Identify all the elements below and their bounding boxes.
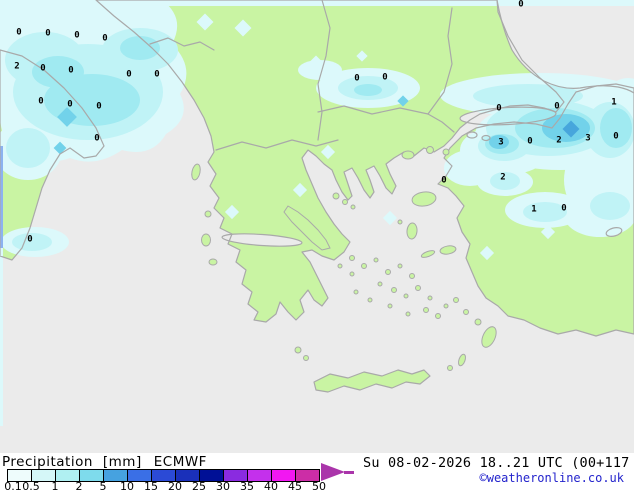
legend-title: Precipitation [mm] ECMWF	[2, 454, 207, 470]
colorbar-segment	[8, 470, 32, 481]
colorbar-segment	[32, 470, 56, 481]
colorbar-scale-labels: 0.1 0.5 1 2 5 10 15 20 25 30 35 40 45 50	[0, 480, 360, 490]
colorbar-segment	[80, 470, 104, 481]
colorbar-tick-label: 15	[144, 480, 158, 490]
precip-edge-strip	[0, 146, 3, 248]
colorbar-segment	[296, 470, 319, 481]
colorbar-tick-label: 10	[120, 480, 134, 490]
credit-text: ©weatheronline.co.uk	[479, 471, 625, 485]
legend-strip: Precipitation [mm] ECMWF 0.1 0.5 1 2 5 10 15 20 25…	[0, 453, 634, 490]
colorbar-segment	[104, 470, 128, 481]
colorbar	[7, 469, 320, 482]
colorbar-tick-label: 5	[99, 480, 107, 490]
colorbar-tick-label: 0.5	[22, 480, 40, 490]
colorbar-tick-label: 40	[264, 480, 278, 490]
colorbar-tick-label: 2	[75, 480, 83, 490]
colorbar-segment	[200, 470, 224, 481]
colorbar-tick-label: 35	[240, 480, 254, 490]
colorbar-arrow	[321, 463, 345, 481]
colorbar-segment	[176, 470, 200, 481]
map-canvas	[0, 0, 634, 453]
product-label: Precipitation	[2, 454, 93, 470]
colorbar-tick-label: 45	[288, 480, 302, 490]
colorbar-segment	[248, 470, 272, 481]
colorbar-tick-label: 30	[216, 480, 230, 490]
colorbar-tick-label: 0.1	[4, 480, 22, 490]
precip-layer-5	[562, 120, 580, 138]
colorbar-segment	[128, 470, 152, 481]
forecast-timestamp: Su 08-02-2026 18..21 UTC (00+117	[363, 455, 630, 471]
colorbar-segment	[224, 470, 248, 481]
colorbar-segment	[272, 470, 296, 481]
colorbar-segment	[56, 470, 80, 481]
colorbar-tick-label: 25	[192, 480, 206, 490]
model-label: ECMWF	[153, 454, 207, 470]
colorbar-tick-label: 1	[51, 480, 59, 490]
islands	[191, 146, 497, 371]
unit-label: [mm]	[102, 454, 142, 470]
colorbar-tick-label: 20	[168, 480, 182, 490]
colorbar-segment	[152, 470, 176, 481]
colorbar-arrow-tail	[344, 471, 354, 474]
country-borders	[149, 0, 455, 151]
colorbar-tick-label: 50	[312, 480, 326, 490]
